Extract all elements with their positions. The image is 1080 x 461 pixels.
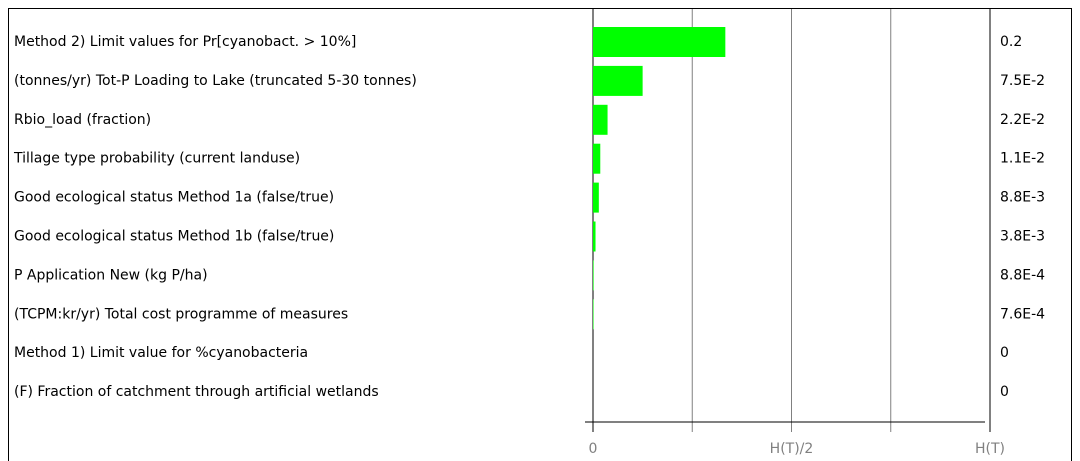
bar <box>593 65 643 96</box>
x-tick-label: 0 <box>589 441 598 457</box>
category-label: (F) Fraction of catchment through artifi… <box>14 384 379 400</box>
x-tick-label: H(T) <box>975 441 1005 457</box>
bar <box>593 299 594 330</box>
category-label: Tillage type probability (current landus… <box>13 151 300 167</box>
value-label: 0 <box>1000 384 1009 400</box>
category-label: Method 2) Limit values for Pr[cyanobact.… <box>14 34 356 50</box>
value-label: 8.8E-3 <box>1000 190 1045 206</box>
category-label: Good ecological status Method 1a (false/… <box>14 190 334 206</box>
bar <box>593 221 596 252</box>
bar <box>593 260 594 291</box>
category-label: P Application New (kg P/ha) <box>14 267 208 283</box>
bar <box>593 104 608 135</box>
x-tick-label: H(T)/2 <box>770 441 814 457</box>
bar <box>593 27 726 57</box>
value-label: 0.2 <box>1000 34 1022 50</box>
value-label: 3.8E-3 <box>1000 229 1045 245</box>
value-label: 0 <box>1000 345 1009 361</box>
bar <box>593 182 599 213</box>
value-label: 1.1E-2 <box>1000 151 1045 167</box>
category-label: Rbio_load (fraction) <box>14 112 151 128</box>
category-label: Good ecological status Method 1b (false/… <box>14 229 334 245</box>
bar <box>593 143 601 174</box>
value-label: 8.8E-4 <box>1000 267 1045 283</box>
category-label: (tonnes/yr) Tot-P Loading to Lake (trunc… <box>14 73 417 89</box>
value-label: 2.2E-2 <box>1000 112 1045 128</box>
value-label: 7.5E-2 <box>1000 73 1045 89</box>
category-label: Method 1) Limit value for %cyanobacteria <box>14 345 308 361</box>
frame <box>8 8 1072 461</box>
category-label: (TCPM:kr/yr) Total cost programme of mea… <box>14 306 348 322</box>
value-label: 7.6E-4 <box>1000 306 1045 322</box>
